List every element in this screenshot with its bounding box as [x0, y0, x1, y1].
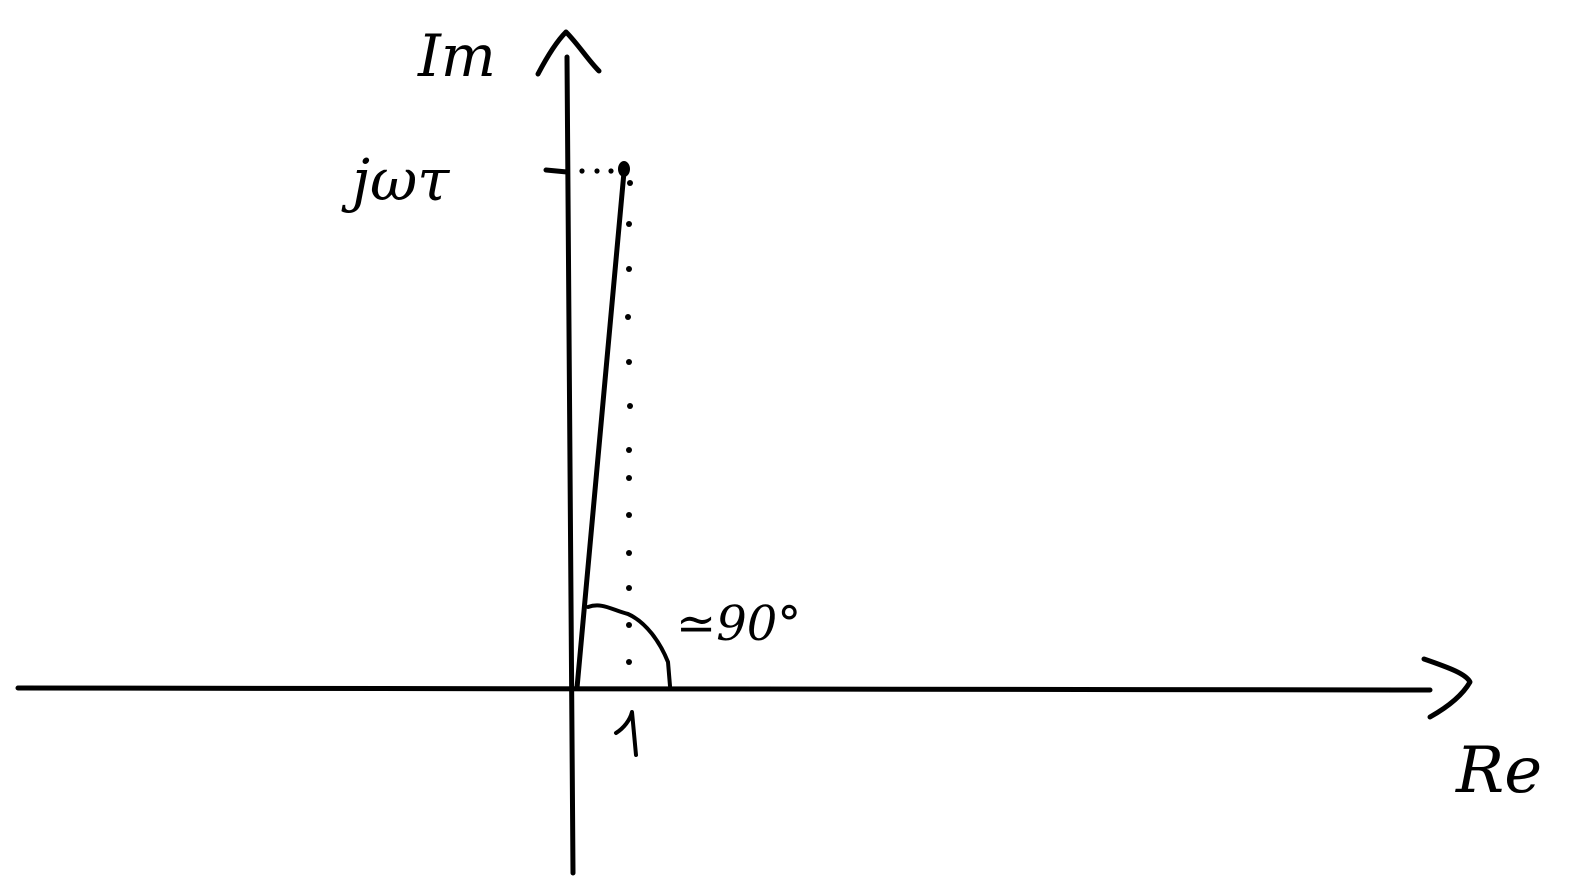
angle-arc: [586, 603, 672, 688]
horizontal-projection-dots: [579, 168, 614, 174]
phasor-line: [574, 169, 627, 691]
phasor-point: [618, 161, 630, 177]
real-axis-arrowhead: [1421, 656, 1473, 720]
imaginary-axis: [564, 54, 576, 876]
vertical-projection-dots: [625, 180, 633, 665]
unit-tick-label: 1: [614, 716, 642, 767]
imaginary-tick: [543, 167, 570, 175]
imaginary-axis-label: Im: [417, 22, 496, 90]
angle-label: ≃90°: [676, 596, 801, 652]
real-axis-label: Re: [1455, 734, 1542, 808]
point-label: jωτ: [341, 146, 450, 214]
real-axis: [15, 685, 1433, 693]
unit-tick: [614, 710, 638, 757]
imaginary-axis-arrowhead: [535, 29, 602, 77]
